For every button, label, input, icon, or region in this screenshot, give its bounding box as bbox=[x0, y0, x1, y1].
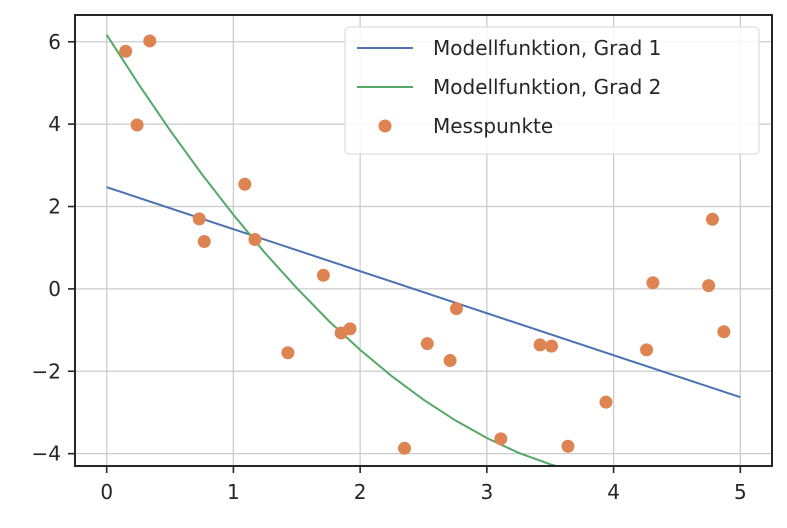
scatter-point-23 bbox=[705, 212, 719, 226]
scatter-point-12 bbox=[420, 337, 434, 351]
scatter-point-2 bbox=[143, 34, 157, 48]
scatter-point-0 bbox=[119, 44, 133, 58]
scatter-point-11 bbox=[397, 441, 411, 455]
y-tick-label-1: −2 bbox=[32, 359, 61, 383]
scatter-point-4 bbox=[197, 235, 211, 249]
scatter-point-10 bbox=[343, 322, 357, 336]
legend-box bbox=[344, 26, 760, 155]
scatter-point-17 bbox=[544, 339, 558, 353]
legend-label-0: Modellfunktion, Grad 1 bbox=[433, 36, 661, 60]
y-tick-label-2: 0 bbox=[48, 277, 61, 301]
x-tick-label-5: 5 bbox=[734, 480, 747, 504]
scatter-point-6 bbox=[248, 232, 262, 246]
scatter-point-16 bbox=[533, 338, 547, 352]
x-tick-label-3: 3 bbox=[480, 480, 493, 504]
scatter-point-5 bbox=[238, 177, 252, 191]
scatter-point-1 bbox=[130, 118, 144, 132]
scatter-point-3 bbox=[192, 212, 206, 226]
x-tick-label-0: 0 bbox=[100, 480, 113, 504]
x-tick-label-2: 2 bbox=[354, 480, 367, 504]
scatter-point-22 bbox=[702, 279, 716, 293]
scatter-point-13 bbox=[443, 354, 457, 368]
legend: Modellfunktion, Grad 1 Modellfunktion, Gr… bbox=[344, 26, 760, 155]
scatter-point-7 bbox=[281, 346, 295, 360]
x-tick-label-4: 4 bbox=[607, 480, 620, 504]
scatter-point-24 bbox=[717, 325, 731, 339]
x-tick-label-1: 1 bbox=[227, 480, 240, 504]
plot-data bbox=[105, 34, 741, 466]
y-tick-label-5: 6 bbox=[48, 30, 61, 54]
series-line-0 bbox=[106, 186, 741, 399]
scatter-point-8 bbox=[316, 268, 330, 282]
series-line-1 bbox=[105, 34, 561, 466]
scatter-point-15 bbox=[494, 432, 508, 446]
scatter-point-14 bbox=[449, 302, 463, 316]
y-tick-label-3: 2 bbox=[48, 195, 61, 219]
legend-swatch-2 bbox=[378, 119, 392, 133]
scatter-point-18 bbox=[561, 439, 575, 453]
legend-label-2: Messpunkte bbox=[433, 114, 553, 138]
ticks: 0 1 2 3 4 5 −4 −2 0 2 4 6 bbox=[32, 30, 747, 504]
scatter-point-20 bbox=[640, 343, 654, 357]
legend-label-1: Modellfunktion, Grad 2 bbox=[433, 75, 661, 99]
y-tick-label-4: 4 bbox=[48, 112, 61, 136]
scatter-point-21 bbox=[646, 276, 660, 290]
y-tick-label-0: −4 bbox=[32, 442, 61, 466]
axes-frame bbox=[74, 14, 773, 467]
scatter-point-19 bbox=[599, 395, 613, 409]
